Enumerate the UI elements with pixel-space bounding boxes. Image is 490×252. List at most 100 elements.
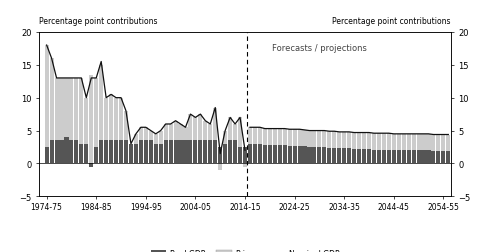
Bar: [173, 141, 177, 164]
Bar: [134, 144, 138, 164]
Bar: [313, 131, 317, 147]
Bar: [278, 129, 282, 145]
Bar: [124, 111, 128, 141]
Bar: [139, 141, 143, 164]
Bar: [248, 128, 252, 144]
Bar: [223, 144, 227, 164]
Bar: [412, 134, 416, 151]
Bar: [372, 134, 376, 150]
Bar: [149, 141, 153, 164]
Bar: [99, 141, 103, 164]
Bar: [446, 135, 450, 151]
Bar: [273, 129, 277, 145]
Bar: [169, 124, 172, 141]
Bar: [441, 151, 445, 164]
Bar: [253, 128, 257, 144]
Bar: [203, 121, 207, 141]
Bar: [243, 164, 247, 167]
Bar: [213, 108, 217, 141]
Bar: [297, 146, 301, 164]
Bar: [65, 138, 69, 164]
Bar: [347, 149, 351, 164]
Bar: [437, 151, 441, 164]
Bar: [79, 144, 83, 164]
Bar: [258, 144, 262, 164]
Bar: [313, 147, 317, 164]
Bar: [283, 145, 287, 164]
Bar: [70, 79, 74, 141]
Bar: [104, 141, 108, 164]
Bar: [258, 128, 262, 144]
Legend: Real GDP, Prices, Nominal GDP: Real GDP, Prices, Nominal GDP: [147, 246, 343, 252]
Bar: [377, 134, 381, 150]
Bar: [178, 124, 183, 141]
Bar: [402, 151, 406, 164]
Bar: [416, 151, 420, 164]
Bar: [352, 133, 356, 149]
Bar: [45, 46, 49, 147]
Bar: [322, 147, 326, 164]
Bar: [307, 131, 312, 147]
Bar: [109, 95, 113, 141]
Bar: [293, 146, 296, 164]
Bar: [248, 144, 252, 164]
Bar: [228, 141, 232, 164]
Bar: [84, 144, 88, 164]
Bar: [372, 150, 376, 164]
Bar: [362, 149, 366, 164]
Bar: [159, 131, 163, 144]
Bar: [273, 145, 277, 164]
Bar: [441, 135, 445, 151]
Bar: [198, 141, 202, 164]
Bar: [337, 132, 341, 149]
Bar: [421, 151, 425, 164]
Bar: [268, 145, 272, 164]
Bar: [218, 147, 222, 164]
Bar: [49, 141, 53, 164]
Bar: [228, 118, 232, 141]
Bar: [183, 128, 188, 141]
Bar: [144, 141, 148, 164]
Bar: [119, 141, 123, 164]
Bar: [238, 147, 242, 164]
Bar: [283, 129, 287, 145]
Bar: [144, 128, 148, 141]
Bar: [238, 118, 242, 147]
Bar: [45, 147, 49, 164]
Bar: [149, 131, 153, 141]
Bar: [99, 66, 103, 141]
Bar: [89, 75, 93, 164]
Bar: [173, 121, 177, 141]
Bar: [59, 141, 64, 164]
Bar: [54, 141, 59, 164]
Bar: [402, 134, 406, 151]
Bar: [318, 147, 321, 164]
Bar: [74, 79, 78, 141]
Bar: [74, 141, 78, 164]
Bar: [367, 149, 371, 164]
Bar: [288, 130, 292, 146]
Bar: [278, 145, 282, 164]
Bar: [392, 151, 396, 164]
Bar: [59, 79, 64, 141]
Bar: [94, 79, 98, 147]
Bar: [407, 134, 411, 151]
Text: Percentage point contributions: Percentage point contributions: [332, 17, 451, 26]
Bar: [382, 134, 386, 150]
Bar: [302, 130, 307, 147]
Bar: [352, 149, 356, 164]
Bar: [426, 134, 431, 151]
Bar: [377, 150, 381, 164]
Text: Percentage point contributions: Percentage point contributions: [39, 17, 158, 26]
Bar: [169, 141, 172, 164]
Bar: [208, 141, 212, 164]
Bar: [189, 115, 193, 141]
Bar: [89, 164, 93, 167]
Bar: [154, 144, 158, 164]
Bar: [327, 148, 331, 164]
Bar: [114, 98, 118, 141]
Bar: [54, 79, 59, 141]
Bar: [387, 150, 391, 164]
Bar: [347, 132, 351, 149]
Text: Forecasts / projections: Forecasts / projections: [272, 44, 367, 53]
